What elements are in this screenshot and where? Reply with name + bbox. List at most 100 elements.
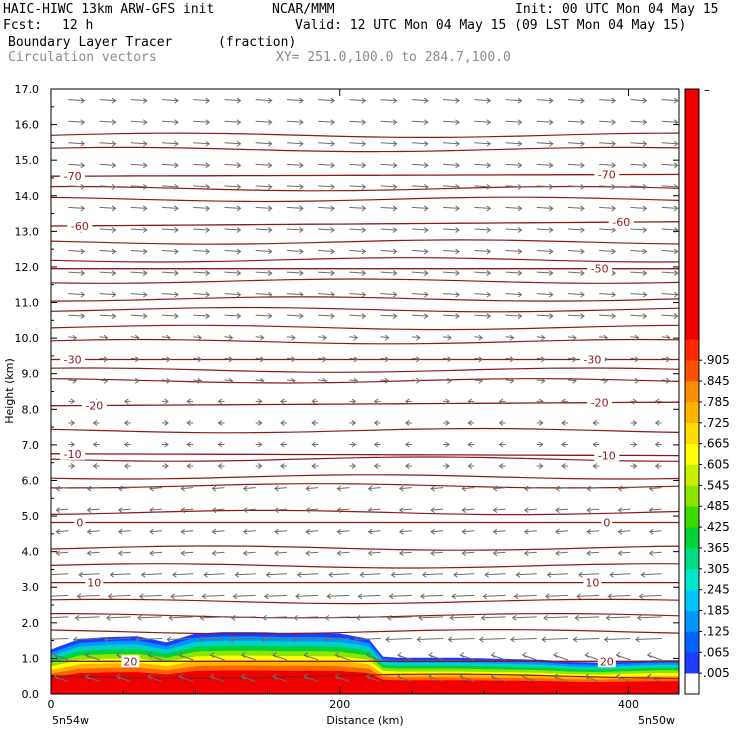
vector-shaft xyxy=(578,573,600,576)
vector-head xyxy=(555,550,560,557)
vector-shaft xyxy=(649,530,662,533)
isentrope-line xyxy=(51,257,679,263)
vector-shaft xyxy=(637,616,662,619)
vector-head xyxy=(217,441,223,448)
vector-shaft xyxy=(505,185,522,188)
vector-shaft xyxy=(380,250,397,253)
vector-shaft xyxy=(87,487,100,490)
vector-shaft xyxy=(68,379,77,382)
vector-head xyxy=(392,227,398,233)
vector-shaft xyxy=(193,314,210,317)
vector-head xyxy=(673,140,679,147)
vector-head xyxy=(642,313,648,320)
vector-shaft xyxy=(130,336,139,339)
vector-head xyxy=(555,485,560,492)
vector-head xyxy=(398,507,404,514)
vector-shaft xyxy=(56,508,69,511)
vector-shaft xyxy=(272,676,288,683)
vector-head xyxy=(142,313,148,320)
vector-head xyxy=(330,97,336,104)
vector-shaft xyxy=(641,573,662,576)
vector-head xyxy=(86,528,92,535)
vector-head xyxy=(615,652,621,658)
vector-shaft xyxy=(327,594,350,597)
vector-head xyxy=(291,636,297,643)
vector-shaft xyxy=(474,206,491,209)
colorbar-label: .605 xyxy=(703,458,730,472)
y-tick-label: 7.0 xyxy=(22,439,40,452)
vector-head xyxy=(55,507,61,514)
vector-head xyxy=(517,291,523,298)
vector-shaft xyxy=(274,487,287,490)
vector-head xyxy=(236,119,242,126)
vector-head xyxy=(492,550,498,557)
vector-shaft xyxy=(661,357,670,360)
vector-head xyxy=(447,636,453,643)
vector-shaft xyxy=(130,228,147,231)
vector-head xyxy=(299,97,304,104)
vector-head xyxy=(274,507,279,514)
vector-head xyxy=(299,205,304,212)
vector-shaft xyxy=(493,508,506,511)
vector-shaft xyxy=(51,616,69,619)
vector-shaft xyxy=(411,271,428,274)
vector-head xyxy=(492,528,498,535)
vector-head xyxy=(53,673,59,680)
vector-head xyxy=(548,313,554,320)
vector-head xyxy=(259,377,265,384)
vector-head xyxy=(259,334,265,341)
vector-head xyxy=(392,140,398,147)
vector-shaft xyxy=(306,551,319,554)
vector-shaft xyxy=(68,206,85,209)
right-endpoint-label: 5n50w xyxy=(638,714,675,727)
vector-head xyxy=(648,550,654,557)
vector-head xyxy=(561,463,566,469)
field-name: Boundary Layer Tracer xyxy=(8,35,173,50)
vector-shaft xyxy=(318,163,335,166)
vector-shaft xyxy=(130,163,147,166)
vector-head xyxy=(291,377,296,384)
vector-shaft xyxy=(443,379,452,382)
x-tick-label: 0 xyxy=(48,698,55,711)
vector-shaft xyxy=(241,654,256,661)
y-tick-label: 10.0 xyxy=(15,332,40,345)
vector-shaft xyxy=(380,142,397,145)
vector-shaft xyxy=(491,676,506,683)
colorbar-label: .545 xyxy=(703,478,730,492)
vector-shaft xyxy=(474,336,483,339)
colorbar-label: .785 xyxy=(703,395,730,409)
colorbar-swatch xyxy=(685,339,699,361)
contour-label: -30 xyxy=(64,353,82,366)
vector-head xyxy=(180,528,186,535)
vector-shaft xyxy=(599,99,616,102)
vector-shaft xyxy=(630,336,639,339)
vector-shaft xyxy=(567,336,577,339)
vector-shaft xyxy=(599,142,616,145)
vector-shaft xyxy=(295,594,319,597)
isentrope-line xyxy=(51,324,679,331)
vector-shaft xyxy=(172,573,194,576)
vector-shaft xyxy=(255,206,272,209)
vector-head xyxy=(642,140,648,147)
vector-shaft xyxy=(661,163,678,166)
vector-shaft xyxy=(380,99,397,102)
vector-head xyxy=(498,463,504,469)
vector-shaft xyxy=(130,379,139,382)
colorbar-frame xyxy=(684,88,700,695)
vector-head xyxy=(70,441,76,448)
vector-shaft xyxy=(85,654,100,661)
vector-head xyxy=(430,485,435,492)
colorbar-label: .065 xyxy=(703,645,730,659)
vector-shaft xyxy=(306,508,319,511)
vector-head xyxy=(328,571,333,578)
vector-shaft xyxy=(630,163,647,166)
vector-shaft xyxy=(212,508,225,511)
vector-shaft xyxy=(567,206,585,209)
vector-head xyxy=(492,507,498,514)
vector-head xyxy=(274,485,279,492)
vector-head xyxy=(634,636,640,643)
vector-shaft xyxy=(411,379,420,382)
vector-shaft xyxy=(505,271,522,274)
vector-head xyxy=(134,356,140,363)
vector-shaft xyxy=(286,120,303,123)
